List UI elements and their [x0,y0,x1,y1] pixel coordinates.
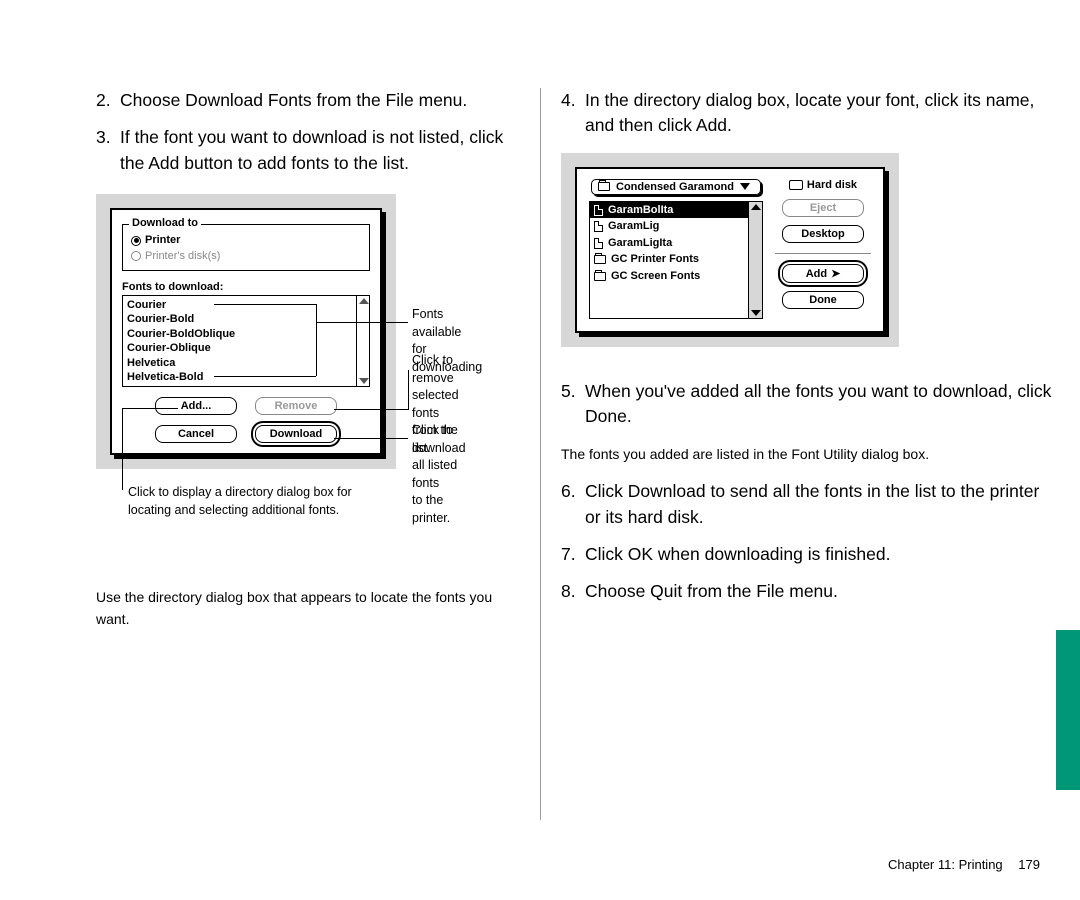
font-item[interactable]: Courier-Bold [127,312,352,327]
step-5: 5. When you've added all the fonts you w… [561,379,1052,430]
annotation-download: Click to download all listed fonts to th… [412,422,466,527]
callout-line [122,408,178,409]
divider [775,253,871,254]
folder-icon [594,255,606,264]
step-number: 4. [561,88,585,139]
dialog-button-column: Hard disk Eject Desktop Add➤ Done [775,179,871,319]
radio-label: Printer [145,233,180,248]
file-list-items: GaramBolIta GaramLig GaramLigIta GC Prin… [590,202,748,318]
file-row[interactable]: GaramBolIta [590,202,748,219]
folder-popup[interactable]: Condensed Garamond [591,179,761,195]
step-number: 7. [561,542,585,567]
step-text: Choose Quit from the File menu. [585,579,1052,604]
callout-line [316,322,408,323]
eject-button: Eject [782,199,864,217]
drive-indicator[interactable]: Hard disk [789,179,857,191]
section-tab [1056,630,1080,790]
right-body-text: The fonts you added are listed in the Fo… [561,444,1052,466]
remove-button: Remove [255,397,337,415]
document-icon [594,221,603,232]
callout-line [408,370,409,410]
cancel-button[interactable]: Cancel [155,425,237,443]
file-row[interactable]: GC Printer Fonts [590,251,748,268]
step-number: 5. [561,379,585,430]
font-item[interactable]: Courier-BoldOblique [127,327,352,342]
download-button[interactable]: Download [255,425,337,443]
font-item[interactable]: Helvetica [127,356,352,371]
add-button[interactable]: Add... [155,397,237,415]
group-legend: Download to [129,217,201,229]
download-fonts-figure: Download to Printer Printer's disk(s) Fo… [96,194,396,469]
callout-line [316,304,317,376]
file-row[interactable]: GaramLig [590,218,748,235]
download-to-group: Download to Printer Printer's disk(s) [122,224,370,271]
step-4: 4. In the directory dialog box, locate y… [561,88,1052,139]
font-item[interactable]: Courier [127,298,352,313]
step-2: 2. Choose Download Fonts from the File m… [96,88,520,113]
callout-line [122,408,123,490]
radio-printer[interactable]: Printer [131,233,361,248]
two-column-layout: 2. Choose Download Fonts from the File m… [0,0,1080,820]
radio-label: Printer's disk(s) [145,249,220,264]
page-footer: Chapter 11: Printing 179 [888,857,1040,872]
add-button[interactable]: Add➤ [782,264,864,283]
fonts-list-label: Fonts to download: [122,281,370,293]
chapter-label: Chapter 11: Printing [888,857,1003,872]
step-text: Click OK when downloading is finished. [585,542,1052,567]
file-browser-pane: Condensed Garamond GaramBolIta GaramLig … [589,179,763,319]
step-text: If the font you want to download is not … [120,125,520,176]
desktop-button[interactable]: Desktop [782,225,864,243]
step-text: Click Download to send all the fonts in … [585,479,1052,530]
file-row[interactable]: GC Screen Fonts [590,268,748,285]
radio-printer-disk: Printer's disk(s) [131,249,361,264]
step-number: 2. [96,88,120,113]
step-number: 3. [96,125,120,176]
radio-icon [131,251,141,261]
right-column: 4. In the directory dialog box, locate y… [540,88,1080,820]
scrollbar[interactable] [748,202,762,318]
document-icon [594,238,603,249]
cursor-icon: ➤ [831,267,840,280]
font-item[interactable]: Helvetica-Bold [127,370,352,385]
document-icon [594,205,603,216]
file-row[interactable]: GaramLigIta [590,235,748,252]
file-list[interactable]: GaramBolIta GaramLig GaramLigIta GC Prin… [589,201,763,319]
manual-page: 2. Choose Download Fonts from the File m… [0,0,1080,900]
chevron-down-icon [740,183,750,190]
step-text: In the directory dialog box, locate your… [585,88,1052,139]
step-7: 7. Click OK when downloading is finished… [561,542,1052,567]
button-row-1: Add... Remove [122,397,370,415]
step-number: 8. [561,579,585,604]
callout-line [214,376,316,377]
left-column: 2. Choose Download Fonts from the File m… [0,88,540,820]
scrollbar[interactable] [356,296,370,386]
popup-label: Condensed Garamond [616,181,734,193]
fonts-list-items: Courier Courier-Bold Courier-BoldOblique… [123,296,356,386]
radio-icon [131,236,141,246]
step-3: 3. If the font you want to download is n… [96,125,520,176]
download-fonts-dialog: Download to Printer Printer's disk(s) Fo… [110,208,382,455]
directory-dialog-figure: Condensed Garamond GaramBolIta GaramLig … [561,153,899,347]
step-8: 8. Choose Quit from the File menu. [561,579,1052,604]
directory-dialog: Condensed Garamond GaramBolIta GaramLig … [575,167,885,333]
folder-icon [594,272,606,281]
annotation-add: Click to display a directory dialog box … [128,484,352,519]
fonts-listbox[interactable]: Courier Courier-Bold Courier-BoldOblique… [122,295,370,387]
hard-disk-icon [789,180,803,190]
left-body-text: Use the directory dialog box that appear… [96,587,520,630]
callout-line [214,304,316,305]
callout-line [334,438,408,439]
step-6: 6. Click Download to send all the fonts … [561,479,1052,530]
callout-line [334,409,408,410]
folder-icon [598,182,610,191]
font-item[interactable]: Courier-Oblique [127,341,352,356]
button-row-2: Cancel Download [122,425,370,443]
drive-label: Hard disk [807,179,857,191]
step-text: Choose Download Fonts from the File menu… [120,88,520,113]
step-text: When you've added all the fonts you want… [585,379,1052,430]
step-number: 6. [561,479,585,530]
page-number: 179 [1018,857,1040,872]
done-button[interactable]: Done [782,291,864,309]
